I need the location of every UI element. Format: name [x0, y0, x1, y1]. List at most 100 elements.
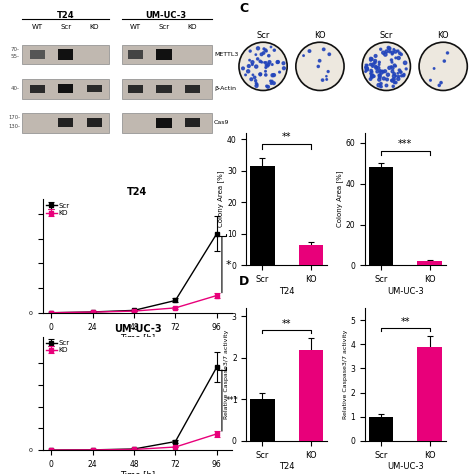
Circle shape: [277, 61, 279, 64]
Circle shape: [260, 53, 263, 55]
Circle shape: [251, 61, 254, 64]
Circle shape: [327, 71, 329, 73]
Circle shape: [389, 51, 391, 53]
Bar: [122, 45, 212, 64]
Circle shape: [374, 62, 376, 64]
Circle shape: [386, 78, 388, 81]
Bar: [418, 261, 442, 265]
Circle shape: [385, 84, 388, 87]
Bar: [58, 84, 73, 93]
Circle shape: [256, 47, 260, 50]
Bar: [156, 118, 172, 128]
Circle shape: [259, 60, 261, 63]
Bar: [128, 85, 143, 93]
Circle shape: [405, 68, 407, 70]
Circle shape: [251, 64, 253, 65]
Circle shape: [400, 71, 402, 73]
Circle shape: [266, 85, 268, 87]
Circle shape: [371, 74, 374, 77]
Circle shape: [393, 48, 394, 50]
Circle shape: [372, 75, 374, 77]
Circle shape: [265, 50, 267, 52]
Circle shape: [326, 79, 328, 80]
Circle shape: [443, 60, 446, 62]
Circle shape: [372, 63, 374, 65]
Circle shape: [382, 70, 383, 72]
Circle shape: [378, 76, 381, 79]
Circle shape: [365, 71, 366, 73]
Circle shape: [400, 53, 402, 55]
Circle shape: [378, 74, 381, 77]
Circle shape: [371, 71, 373, 73]
Bar: [418, 346, 442, 441]
Circle shape: [392, 67, 394, 70]
Circle shape: [395, 57, 397, 59]
Text: 40-: 40-: [11, 86, 20, 91]
Circle shape: [249, 50, 251, 52]
Circle shape: [264, 49, 267, 52]
Ellipse shape: [239, 42, 287, 91]
Bar: [369, 167, 393, 265]
Circle shape: [245, 74, 246, 76]
Circle shape: [376, 70, 379, 73]
Circle shape: [391, 53, 393, 55]
Circle shape: [393, 82, 395, 83]
Circle shape: [372, 65, 374, 67]
Ellipse shape: [419, 42, 467, 91]
Circle shape: [378, 61, 380, 64]
Circle shape: [380, 82, 382, 85]
Text: 55-: 55-: [11, 54, 20, 59]
Circle shape: [429, 80, 431, 81]
Circle shape: [255, 65, 258, 68]
Y-axis label: Colony Area [%]: Colony Area [%]: [336, 171, 343, 228]
Circle shape: [374, 55, 377, 57]
Circle shape: [264, 71, 266, 72]
Circle shape: [326, 76, 327, 77]
Text: WT: WT: [130, 24, 141, 30]
Circle shape: [249, 59, 250, 61]
Circle shape: [391, 70, 394, 73]
Circle shape: [270, 46, 272, 48]
Text: Scr: Scr: [158, 24, 170, 30]
Circle shape: [255, 80, 256, 82]
Circle shape: [447, 52, 448, 54]
Bar: [122, 113, 212, 133]
Circle shape: [433, 68, 435, 69]
Circle shape: [365, 66, 367, 68]
Circle shape: [266, 64, 269, 67]
Text: *: *: [225, 260, 231, 270]
Circle shape: [263, 48, 265, 50]
Circle shape: [265, 62, 267, 64]
Circle shape: [273, 49, 275, 51]
Bar: [128, 50, 143, 59]
Text: **: **: [282, 319, 292, 329]
Circle shape: [391, 79, 394, 82]
Circle shape: [247, 64, 250, 67]
Circle shape: [365, 68, 369, 71]
Bar: [156, 49, 172, 60]
Circle shape: [366, 64, 368, 66]
Text: 130-: 130-: [8, 124, 20, 129]
Circle shape: [385, 50, 388, 53]
Circle shape: [375, 66, 378, 69]
Circle shape: [383, 71, 384, 73]
Circle shape: [387, 46, 390, 49]
Circle shape: [265, 64, 267, 65]
Circle shape: [246, 70, 250, 73]
Text: 70-: 70-: [11, 46, 20, 52]
Legend: Scr, KO: Scr, KO: [43, 200, 73, 219]
Circle shape: [399, 52, 401, 55]
Circle shape: [303, 55, 304, 56]
Circle shape: [270, 80, 271, 82]
Circle shape: [391, 80, 392, 81]
Circle shape: [265, 66, 267, 68]
Circle shape: [378, 74, 381, 77]
Circle shape: [371, 75, 374, 78]
Text: β-Actin: β-Actin: [214, 86, 236, 91]
Title: KO: KO: [314, 30, 326, 39]
Circle shape: [395, 75, 397, 77]
Circle shape: [395, 82, 397, 84]
Circle shape: [255, 54, 256, 55]
Ellipse shape: [362, 42, 410, 91]
Circle shape: [392, 74, 396, 78]
